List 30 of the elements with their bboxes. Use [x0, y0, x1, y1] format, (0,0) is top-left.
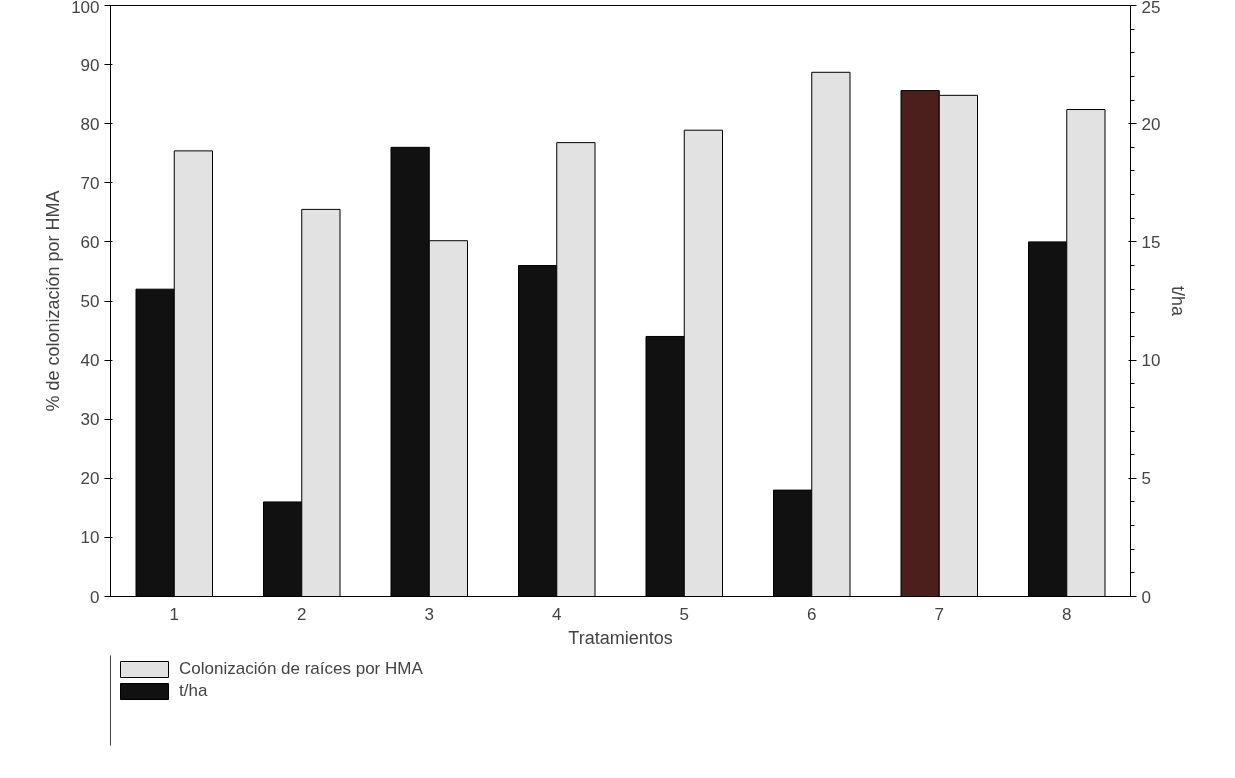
legend-label: t/ha: [179, 681, 208, 701]
y-tick-label: 70: [80, 173, 100, 193]
y-axis-title: % de colonización por HMA: [43, 190, 64, 412]
x-axis-title: Tratamientos: [568, 627, 673, 648]
y-tick-label: 100: [71, 0, 100, 17]
x-tick-label: 1: [169, 604, 179, 624]
y2-tick-label: 0: [1141, 587, 1151, 607]
x-tick-label: 7: [934, 604, 944, 624]
x-tick-label: 2: [297, 604, 307, 624]
y-tick-label: 20: [80, 469, 100, 489]
y-tick-label: 40: [80, 351, 100, 371]
x-tick-label: 6: [807, 604, 817, 624]
legend-label: Colonización de raíces por HMA: [179, 659, 423, 679]
x-tick-label: 8: [1062, 604, 1072, 624]
y-tick-label: 30: [80, 410, 100, 430]
y-tick-label: 80: [80, 114, 100, 134]
y-tick-label: 90: [80, 55, 100, 75]
y2-tick-label: 25: [1141, 0, 1161, 17]
x-tick-label: 4: [552, 604, 562, 624]
y2-tick-label: 5: [1141, 469, 1151, 489]
x-tick-label: 3: [424, 604, 434, 624]
y-tick-label: 0: [90, 587, 100, 607]
y-tick-label: 10: [80, 528, 100, 548]
y2-tick-label: 10: [1141, 351, 1161, 371]
x-tick-label: 5: [679, 604, 689, 624]
y2-tick-label: 15: [1141, 232, 1161, 252]
y-tick-label: 50: [80, 292, 100, 311]
y-tick-label: 60: [80, 232, 100, 252]
y2-axis-title: t/ha: [1168, 285, 1189, 317]
y2-tick-label: 20: [1141, 114, 1161, 134]
